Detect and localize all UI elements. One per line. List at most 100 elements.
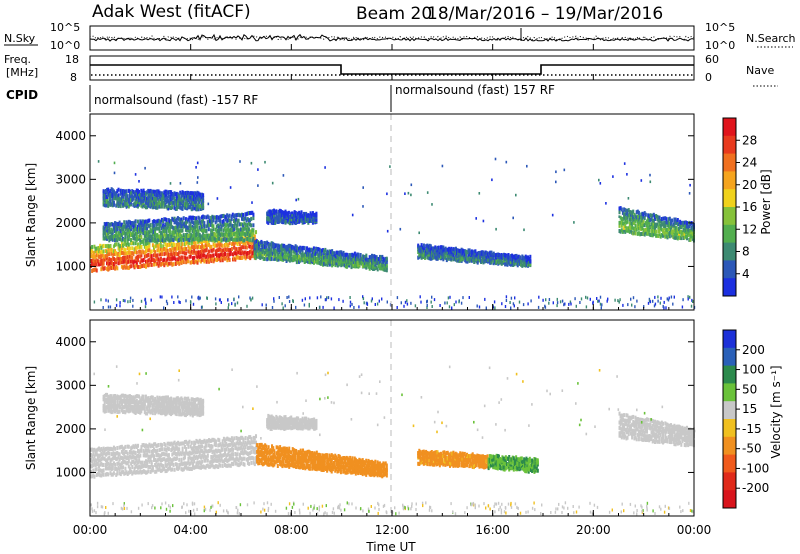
power-echo-cell [493, 258, 496, 263]
power-ground-cell [648, 297, 651, 301]
power-echo-cell [103, 226, 106, 231]
power-echo-cell [179, 257, 182, 261]
velocity-echo-cell [214, 464, 217, 469]
power-echo-cell [311, 253, 314, 258]
power-sparse-cell [651, 213, 653, 217]
velocity-echo-cell [249, 441, 252, 446]
power-sparse-cell [157, 198, 159, 201]
power-echo-cell [363, 263, 366, 268]
power-echo-cell [135, 231, 138, 236]
power-echo-cell [127, 188, 130, 193]
power-echo-cell [429, 253, 432, 258]
power-echo-cell [187, 202, 190, 207]
velocity-echo-cell [217, 465, 220, 469]
power-echo-cell [146, 263, 149, 267]
power-echo-cell [123, 237, 126, 242]
power-sparse-cell [229, 186, 232, 189]
velocity-echo-cell [202, 450, 205, 455]
power-echo-cell [154, 232, 157, 237]
velocity-echo-cell [119, 397, 122, 402]
power-echo-cell [674, 228, 677, 233]
power-echo-cell [183, 205, 186, 210]
power-echo-cell [257, 252, 260, 257]
power-echo-cell [110, 222, 113, 226]
power-echo-cell [278, 247, 281, 251]
velocity-echo-cell [114, 462, 117, 467]
power-echo-cell [626, 228, 629, 233]
power-sparse-cell [640, 179, 643, 182]
velocity-echo-cell [132, 454, 135, 459]
velocity-echo-cell [104, 392, 107, 397]
velocity-echo-cell [93, 447, 96, 452]
power-echo-cell [241, 237, 244, 241]
power-echo-cell [380, 255, 383, 260]
power-echo-cell [270, 214, 273, 219]
power-echo-cell [679, 229, 682, 234]
velocity-echo-cell [196, 460, 199, 465]
velocity-echo-cell [212, 459, 215, 463]
power-sparse-cell [404, 192, 406, 195]
site-title: Adak West (fitACF) [92, 2, 251, 22]
power-echo-cell [124, 231, 127, 236]
velocity-echo-cell [222, 459, 225, 464]
power-echo-cell [159, 191, 162, 196]
power-echo-cell [303, 252, 306, 257]
power-echo-cell [103, 222, 106, 226]
nsearch-tick-bottom: 10^0 [705, 39, 735, 52]
power-echo-cell [504, 253, 507, 258]
power-echo-cell [153, 245, 156, 250]
power-echo-cell [623, 215, 626, 220]
power-echo-cell [159, 247, 162, 252]
power-echo-cell [643, 211, 646, 216]
velocity-echo-cell [172, 451, 175, 456]
power-echo-cell [357, 252, 360, 257]
power-echo-cell [639, 220, 642, 225]
power-echo-cell [279, 246, 282, 251]
velocity-echo-cell [148, 449, 151, 454]
velocity-echo-cell [229, 456, 232, 461]
power-echo-cell [191, 196, 194, 201]
power-ground-cell [622, 303, 624, 307]
power-echo-cell [311, 258, 314, 262]
power-echo-cell [634, 214, 637, 219]
power-echo-cell [154, 227, 157, 231]
velocity-echo-cell [143, 453, 146, 458]
power-echo-cell [198, 245, 201, 250]
velocity-echo-cell [109, 461, 112, 466]
velocity-echo-cell [235, 452, 238, 457]
power-echo-cell [368, 266, 371, 271]
velocity-echo-cell [238, 456, 241, 461]
velocity-echo-cell [195, 454, 198, 459]
power-echo-cell [136, 194, 139, 199]
power-echo-cell [297, 211, 300, 216]
power-echo-cell [172, 195, 175, 200]
velocity-echo-cell [133, 455, 136, 460]
power-echo-cell [144, 219, 147, 224]
velocity-echo-cell [148, 455, 151, 460]
power-echo-cell [184, 227, 187, 232]
power-echo-cell [195, 224, 198, 229]
power-ground-cell [687, 295, 689, 299]
power-echo-cell [119, 204, 122, 209]
power-echo-cell [228, 213, 231, 218]
power-echo-cell [99, 254, 102, 259]
power-echo-cell [135, 195, 138, 200]
power-echo-cell [311, 216, 314, 221]
power-echo-cell [101, 265, 104, 270]
power-echo-cell [445, 252, 448, 257]
power-echo-cell [640, 227, 643, 232]
power-echo-cell [107, 231, 110, 236]
power-echo-cell [151, 236, 154, 241]
power-echo-cell [149, 191, 152, 196]
power-echo-cell [171, 243, 174, 248]
velocity-echo-cell [198, 450, 201, 455]
power-echo-cell [231, 212, 234, 217]
power-echo-cell [619, 206, 622, 211]
power-echo-cell [517, 254, 520, 259]
power-echo-cell [689, 234, 692, 239]
power-echo-cell [451, 252, 454, 257]
power-echo-cell [222, 232, 225, 237]
power-echo-cell [282, 243, 285, 248]
power-echo-cell [195, 199, 198, 204]
power-echo-cell [188, 241, 191, 245]
